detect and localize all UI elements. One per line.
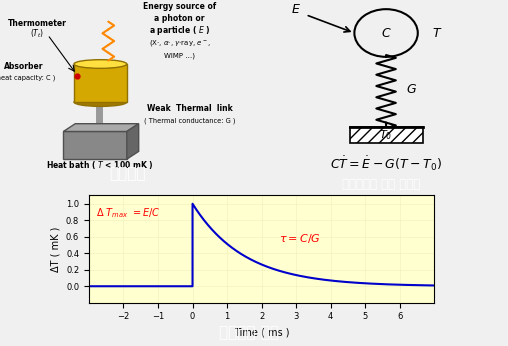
Ellipse shape [74,60,127,69]
Text: Weak  Thermal  link: Weak Thermal link [147,104,233,113]
Text: (X·, $\alpha$·, $\gamma$·ray, $e^-$,: (X·, $\alpha$·, $\gamma$·ray, $e^-$, [149,38,211,48]
Text: 기본신호 특성: 기본신호 특성 [219,325,279,340]
Polygon shape [127,124,139,159]
Text: $( T_t )$: $( T_t )$ [30,27,44,40]
Text: ( Thermal conductance: G ): ( Thermal conductance: G ) [144,118,236,124]
Text: a photon or: a photon or [154,14,205,23]
Text: $\tau = C/G$: $\tau = C/G$ [279,232,321,245]
Bar [74,64,127,102]
X-axis label: Time ( ms ): Time ( ms ) [234,327,290,337]
Text: $E$: $E$ [291,3,301,16]
Bar [350,127,423,143]
Text: a particle ( $E$ ): a particle ( $E$ ) [149,24,210,37]
Text: $G$: $G$ [405,83,417,96]
Text: $C$: $C$ [380,27,392,39]
Text: $\Delta\ T_{max}\ = E/C$: $\Delta\ T_{max}\ = E/C$ [96,206,160,220]
Text: Energy source of: Energy source of [143,2,216,11]
Ellipse shape [74,98,127,107]
Text: Absorber: Absorber [4,62,44,71]
Polygon shape [64,124,139,131]
Text: Heat bath ( $T$ < 100 mK ): Heat bath ( $T$ < 100 mK ) [47,159,154,171]
Text: $T$: $T$ [432,27,443,39]
Text: $T_0$: $T_0$ [379,128,393,142]
Y-axis label: ΔT ( mK ): ΔT ( mK ) [50,226,60,272]
Text: Thermometer: Thermometer [8,19,67,28]
Text: 기본구조: 기본구조 [109,166,145,181]
Text: ( heat capacity: C ): ( heat capacity: C ) [0,75,55,81]
Text: WIMP …): WIMP …) [164,52,195,58]
Bar [64,131,127,159]
Text: $C\dot{T} = \dot{E} - G(T - T_0)$: $C\dot{T} = \dot{E} - G(T - T_0)$ [330,154,442,173]
Text: 기본구조에 대한 열모델: 기본구조에 대한 열모델 [342,178,420,191]
